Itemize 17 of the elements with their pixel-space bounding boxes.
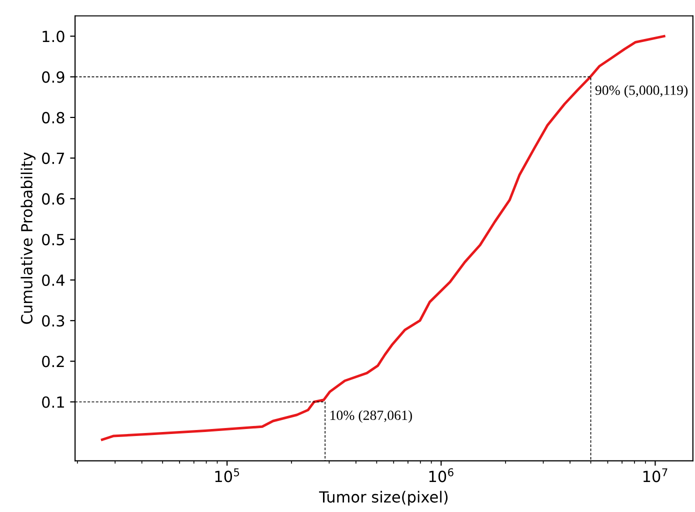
y-tick-label: 0.7 (42, 152, 64, 164)
y-tick-label: 1.0 (42, 30, 64, 42)
y-tick-label: 0.9 (42, 71, 64, 83)
y-tick-label: 0.6 (42, 193, 64, 205)
y-tick-label: 0.2 (42, 356, 64, 368)
x-axis-title: Tumor size(pixel) (319, 490, 448, 506)
y-axis-title: Cumulative Probability (20, 152, 36, 324)
annotation: 90% (5,000,119) (595, 85, 688, 98)
y-tick-label: 0.1 (42, 396, 64, 408)
y-tick-label: 0.5 (42, 234, 64, 246)
x-tick-label: 10$^{5}$ (215, 468, 240, 482)
y-tick-label: 0.4 (42, 274, 64, 286)
y-tick-label: 0.3 (42, 315, 64, 327)
x-tick-label: 10$^{6}$ (429, 468, 454, 482)
x-tick-label: 10$^{7}$ (643, 468, 668, 482)
annotation: 10% (287,061) (330, 410, 412, 423)
y-tick-label: 0.8 (42, 112, 64, 124)
